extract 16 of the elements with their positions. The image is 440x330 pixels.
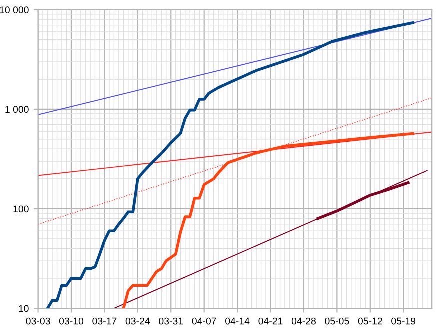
y-tick-label: 1 000 [6,106,29,114]
x-tick-label: 03-31 [159,318,184,325]
y-tick-label: 10 [19,305,29,312]
x-tick-label: 05-19 [392,318,416,325]
y-tick-label: 10 000 [0,6,29,14]
x-tick-label: 05-12 [358,318,382,325]
x-tick-label: 04-14 [226,318,250,325]
x-tick-label: 03-03 [26,318,50,325]
x-tick-label: 04-28 [292,318,316,325]
y-tick-label: 100 [14,206,29,213]
x-tick-label: 03-24 [126,318,150,325]
x-tick-label: 05-05 [325,318,350,325]
x-tick-label: 03-17 [92,318,117,325]
x-tick-label: 04-21 [258,318,283,325]
x-tick-label: 03-10 [59,318,84,325]
x-tick-label: 04-07 [192,318,216,325]
